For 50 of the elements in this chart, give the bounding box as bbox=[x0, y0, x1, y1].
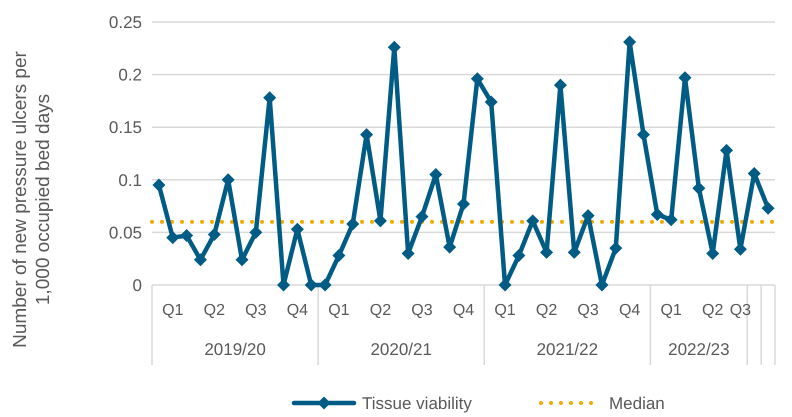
point bbox=[180, 229, 194, 242]
x-tick-label: Q4 bbox=[286, 302, 308, 319]
legend-label: Tissue viability bbox=[362, 394, 472, 413]
point bbox=[249, 226, 262, 239]
point bbox=[526, 214, 540, 228]
x-tick-label: Q1 bbox=[328, 302, 350, 319]
text: 2022/23 bbox=[668, 340, 730, 359]
point bbox=[318, 278, 332, 292]
text: 2020/21 bbox=[370, 340, 432, 359]
x-tick-label: Q1 bbox=[162, 302, 184, 319]
point bbox=[457, 197, 470, 210]
y-tick-label: 0 bbox=[132, 276, 142, 295]
point bbox=[664, 213, 678, 226]
point bbox=[512, 249, 526, 262]
point bbox=[623, 35, 636, 48]
point bbox=[692, 182, 706, 195]
y-tick-label: 0.1 bbox=[118, 170, 142, 190]
y-tick-label: 0.15 bbox=[108, 118, 142, 138]
x-tick-label: Q3 bbox=[730, 302, 752, 319]
x-tick-label: Q1 bbox=[494, 302, 516, 319]
point bbox=[208, 228, 221, 242]
point bbox=[332, 249, 346, 262]
y-tick-label: 0.2 bbox=[118, 66, 142, 85]
y-tick-label: 0.05 bbox=[108, 223, 142, 242]
x-tick-label: Q3 bbox=[577, 302, 599, 319]
y-axis-title: Number of new pressure ulcers per 1,000 occupied bed days bbox=[10, 50, 54, 348]
x-tick-label: Q2 bbox=[370, 302, 392, 319]
text: 2021/22 bbox=[536, 340, 598, 359]
point bbox=[609, 242, 622, 255]
point bbox=[304, 278, 318, 292]
legend-label: Median bbox=[609, 394, 665, 413]
point bbox=[194, 253, 207, 266]
point bbox=[346, 217, 360, 230]
point bbox=[415, 210, 428, 224]
x-tick-label: Q1 bbox=[660, 302, 682, 319]
point bbox=[762, 202, 775, 215]
point bbox=[152, 178, 166, 192]
x-tick-label: Q4 bbox=[618, 302, 640, 319]
x-tick-label: Q3 bbox=[245, 302, 267, 319]
text: 2019/20 bbox=[204, 340, 266, 359]
x-tick-label: Q2 bbox=[702, 302, 724, 319]
y-tick-label: 0.25 bbox=[108, 12, 142, 32]
point bbox=[636, 128, 650, 142]
x-tick-label: Q4 bbox=[452, 302, 474, 319]
point bbox=[650, 208, 664, 222]
x-tick-label: Q2 bbox=[536, 302, 558, 319]
point bbox=[484, 95, 498, 108]
x-tick-label: Q2 bbox=[204, 302, 226, 319]
point bbox=[166, 231, 180, 244]
x-tick-label: Q3 bbox=[411, 302, 433, 319]
